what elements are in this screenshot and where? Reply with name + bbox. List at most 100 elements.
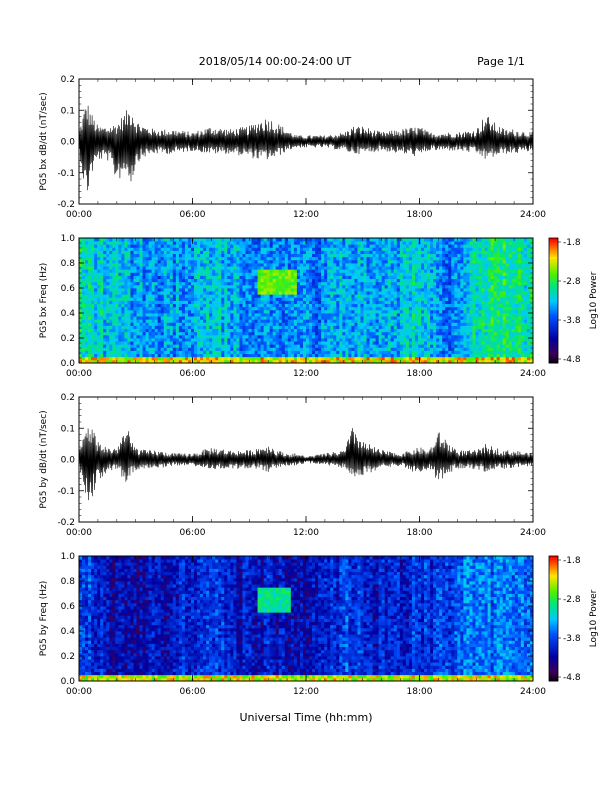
spectrogram-cell	[336, 291, 339, 295]
spectrogram-cell	[239, 341, 242, 345]
spectrogram-cell	[388, 288, 391, 292]
spectrogram-cell	[409, 279, 412, 283]
spectrogram-cell	[367, 282, 370, 286]
spectrogram-cell	[300, 316, 303, 320]
spectrogram-cell	[245, 276, 248, 280]
spectrogram-cell	[264, 347, 267, 351]
spectrogram-cell	[121, 316, 124, 320]
spectrogram-cell	[124, 285, 127, 289]
spectrogram-cell	[242, 319, 245, 323]
spectrogram-cell	[430, 344, 433, 348]
spectrogram-cell	[143, 254, 146, 258]
spectrogram-cell	[285, 335, 288, 339]
spectrogram-cell	[176, 326, 179, 330]
spectrogram-cell	[321, 291, 324, 295]
spectrogram-cell	[158, 260, 161, 264]
spectrogram-cell	[288, 266, 291, 270]
spectrogram-cell	[252, 288, 255, 292]
spectrogram-cell	[91, 254, 94, 258]
spectrogram-cell	[230, 307, 233, 311]
spectrogram-cell	[212, 263, 215, 267]
spectrogram-cell	[164, 257, 167, 261]
spectrogram-cell	[397, 332, 400, 336]
spectrogram-cell	[309, 344, 312, 348]
spectrogram-cell	[261, 310, 264, 314]
spectrogram-cell	[109, 351, 112, 355]
spectrogram-cell	[385, 301, 388, 305]
spectrogram-cell	[158, 272, 161, 276]
spectrogram-cell	[360, 276, 363, 280]
spectrogram-cell	[245, 307, 248, 311]
spectrogram-cell	[379, 285, 382, 289]
spectrogram-cell	[188, 310, 191, 314]
spectrogram-cell	[100, 282, 103, 286]
spectrogram-cell	[345, 307, 348, 311]
spectrogram-cell	[300, 347, 303, 351]
spectrogram-cell	[200, 263, 203, 267]
spectrogram-cell	[146, 319, 149, 323]
spectrogram-cell	[300, 310, 303, 314]
spectrogram-cell	[215, 241, 218, 245]
spectrogram-cell	[143, 294, 146, 298]
spectrogram-cell	[336, 294, 339, 298]
spectrogram-cell	[397, 288, 400, 292]
spectrogram-cell	[394, 341, 397, 345]
spectrogram-cell	[133, 301, 136, 305]
spectrogram-cell	[173, 276, 176, 280]
spectrogram-cell	[121, 351, 124, 355]
spectrogram-cell	[306, 247, 309, 251]
spectrogram-cell	[267, 301, 270, 305]
spectrogram-cell	[394, 338, 397, 342]
spectrogram-cell	[276, 282, 279, 286]
spectrogram-cell	[445, 329, 448, 333]
spectrogram-cell	[133, 272, 136, 276]
spectrogram-cell	[248, 347, 251, 351]
spectrogram-cell	[276, 285, 279, 289]
spectrogram-cell	[197, 269, 200, 273]
spectrogram-cell	[245, 319, 248, 323]
spectrogram-cell	[258, 354, 261, 358]
spectrogram-cell	[115, 351, 118, 355]
spectrogram-cell	[357, 241, 360, 245]
spectrogram-cell	[406, 260, 409, 264]
spectrogram-cell	[121, 313, 124, 317]
spectrogram-cell	[294, 319, 297, 323]
spectrogram-cell	[394, 260, 397, 264]
spectrogram-cell	[370, 332, 373, 336]
spectrogram-cell	[261, 341, 264, 345]
spectrogram-cell	[255, 254, 258, 258]
spectrogram-cell	[370, 254, 373, 258]
spectrogram-cell	[291, 260, 294, 264]
spectrogram-cell	[306, 254, 309, 258]
spectrogram-cell	[137, 254, 140, 258]
spectrogram-cell	[342, 241, 345, 245]
spectrogram-cell	[264, 244, 267, 248]
spectrogram-cell	[385, 335, 388, 339]
spectrogram-cell	[137, 297, 140, 301]
spectrogram-cell	[152, 335, 155, 339]
spectrogram-cell	[109, 326, 112, 330]
spectrogram-cell	[297, 313, 300, 317]
spectrogram-cell	[321, 354, 324, 358]
spectrogram-cell	[233, 301, 236, 305]
spectrogram-cell	[209, 294, 212, 298]
spectrogram-cell	[194, 313, 197, 317]
spectrogram-cell	[333, 341, 336, 345]
spectrogram-cell	[330, 357, 333, 361]
spectrogram-cell	[242, 335, 245, 339]
spectrogram-cell	[182, 266, 185, 270]
spectrogram-cell	[403, 282, 406, 286]
spectrogram-cell	[236, 254, 239, 258]
spectrogram-cell	[252, 285, 255, 289]
spectrogram-cell	[179, 279, 182, 283]
spectrogram-cell	[279, 304, 282, 308]
spectrogram-cell	[388, 279, 391, 283]
spectrogram-cell	[94, 313, 97, 317]
spectrogram-cell	[285, 251, 288, 255]
spectrogram-cell	[388, 319, 391, 323]
spectrogram-cell	[209, 329, 212, 333]
spectrogram-cell	[309, 272, 312, 276]
spectrogram-cell	[94, 338, 97, 342]
spectrogram-cell	[97, 344, 100, 348]
spectrogram-cell	[433, 260, 436, 264]
